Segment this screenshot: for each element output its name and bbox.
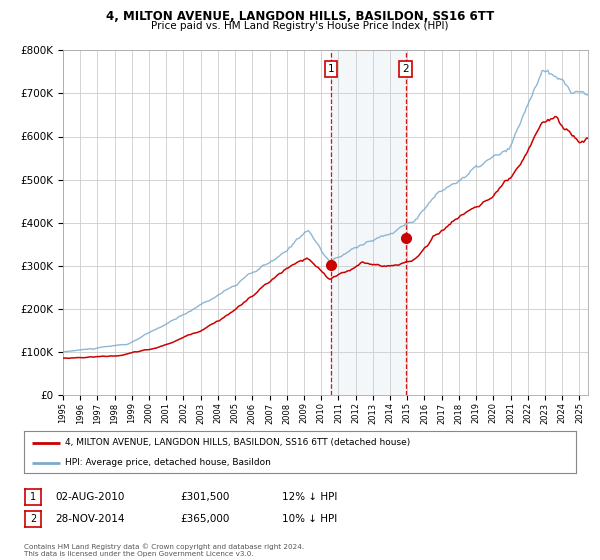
- Text: 2: 2: [403, 64, 409, 74]
- Text: Price paid vs. HM Land Registry's House Price Index (HPI): Price paid vs. HM Land Registry's House …: [151, 21, 449, 31]
- Text: Contains HM Land Registry data © Crown copyright and database right 2024.
This d: Contains HM Land Registry data © Crown c…: [24, 544, 304, 557]
- Text: HPI: Average price, detached house, Basildon: HPI: Average price, detached house, Basi…: [65, 458, 271, 467]
- Text: 1: 1: [328, 64, 334, 74]
- Text: 02-AUG-2010: 02-AUG-2010: [55, 492, 125, 502]
- Text: 10% ↓ HPI: 10% ↓ HPI: [282, 514, 337, 524]
- Text: £301,500: £301,500: [180, 492, 229, 502]
- Text: 12% ↓ HPI: 12% ↓ HPI: [282, 492, 337, 502]
- Bar: [331, 50, 406, 395]
- Text: 28-NOV-2014: 28-NOV-2014: [55, 514, 125, 524]
- Text: 4, MILTON AVENUE, LANGDON HILLS, BASILDON, SS16 6TT: 4, MILTON AVENUE, LANGDON HILLS, BASILDO…: [106, 10, 494, 23]
- Text: 1: 1: [30, 492, 36, 502]
- Text: £365,000: £365,000: [180, 514, 229, 524]
- Text: 4, MILTON AVENUE, LANGDON HILLS, BASILDON, SS16 6TT (detached house): 4, MILTON AVENUE, LANGDON HILLS, BASILDO…: [65, 438, 410, 447]
- Text: 2: 2: [30, 514, 36, 524]
